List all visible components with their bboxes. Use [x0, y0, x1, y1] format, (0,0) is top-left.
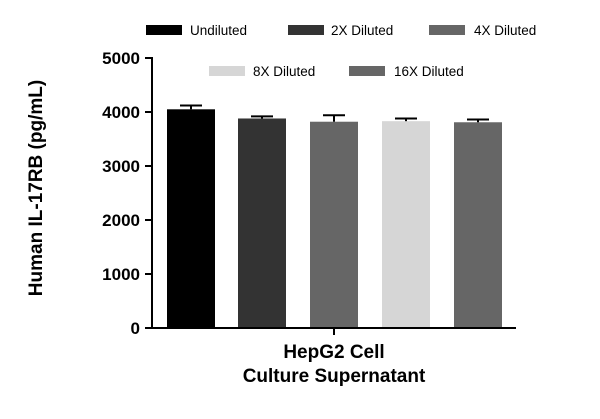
y-axis: 0 1000 2000 3000 4000 5000	[102, 49, 153, 338]
legend-label-1: 2X Diluted	[331, 23, 393, 38]
y-tick-label-3: 3000	[102, 157, 140, 176]
y-tick-label-1: 1000	[102, 265, 140, 284]
x-axis-title-line-2: Culture Supernatant	[243, 366, 426, 387]
bar-4	[454, 122, 502, 328]
y-tick-label-2: 2000	[102, 211, 140, 230]
bars	[167, 104, 502, 329]
bar-0	[167, 109, 215, 328]
legend-label-4: 16X Diluted	[394, 64, 464, 79]
y-tick-label-4: 4000	[102, 103, 140, 122]
x-axis	[152, 327, 516, 335]
x-axis-title-line-1: HepG2 Cell	[283, 342, 384, 363]
legend-swatch-2	[429, 25, 465, 35]
legend-label-2: 4X Diluted	[474, 23, 536, 38]
legend-swatch-3	[209, 66, 245, 76]
y-tick-label-5: 5000	[102, 49, 140, 68]
legend-swatch-0	[146, 25, 182, 35]
legend-label-3: 8X Diluted	[253, 64, 315, 79]
legend-swatch-1	[288, 25, 324, 35]
y-axis-title: Human IL-17RB (pg/mL)	[26, 80, 47, 296]
legend-label-0: Undiluted	[190, 23, 247, 38]
bar-2	[310, 121, 358, 328]
legend-swatch-4	[349, 66, 385, 76]
y-tick-label-0: 0	[131, 319, 140, 338]
legend: Undiluted 2X Diluted 4X Diluted 8X Diluted 1…	[146, 23, 536, 79]
bar-1	[238, 118, 286, 328]
bar-3	[382, 121, 430, 329]
